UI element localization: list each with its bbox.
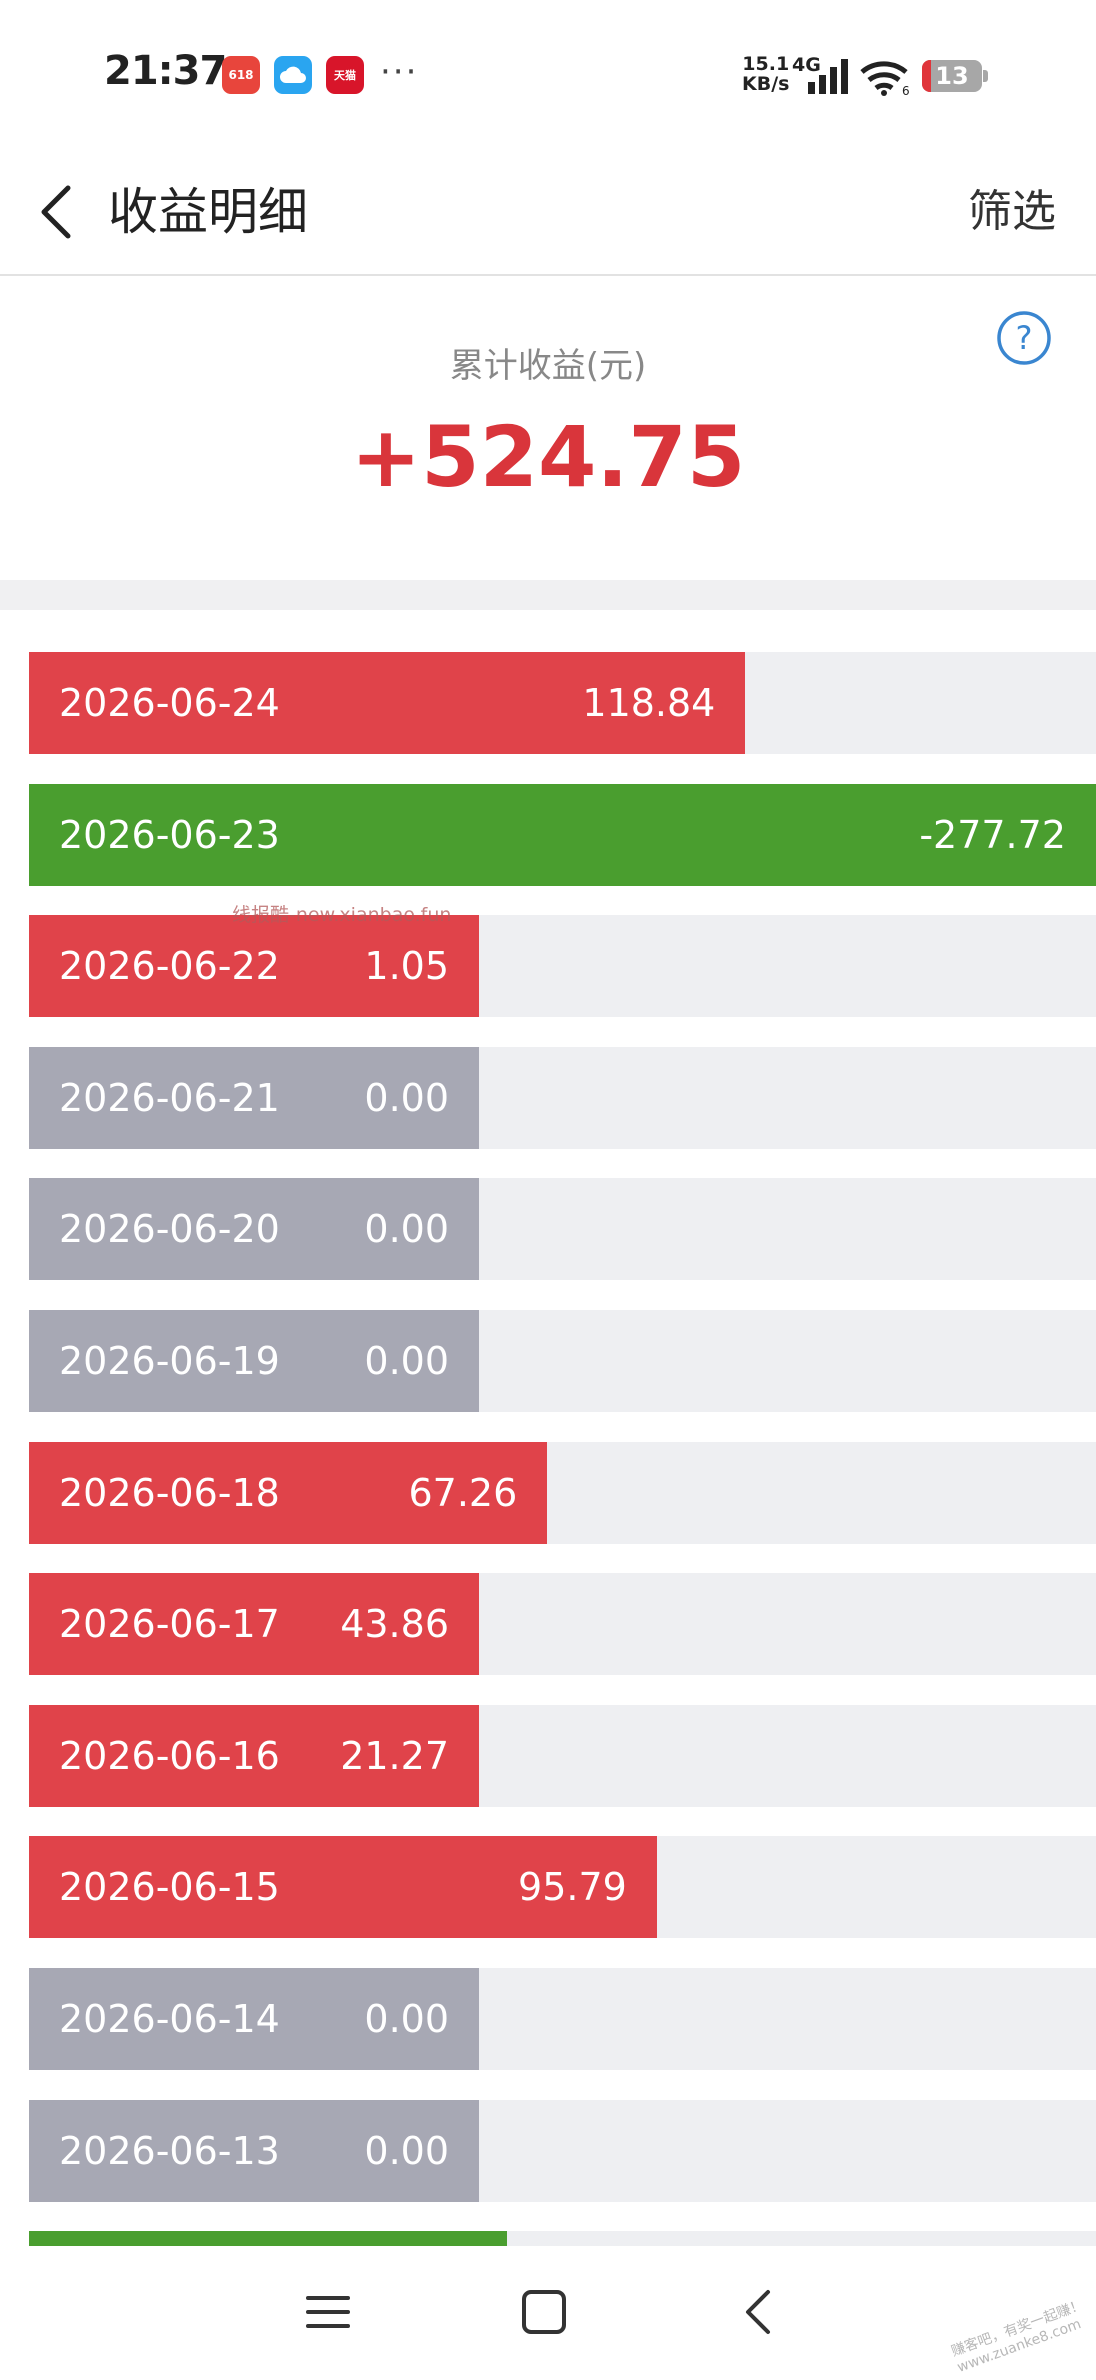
earnings-row[interactable]: 2026-06-23 -277.72	[29, 783, 1096, 886]
row-value: 21.27	[340, 1733, 449, 1778]
status-time: 21:37	[104, 48, 227, 94]
earnings-bar	[29, 1046, 479, 1149]
earnings-bar	[29, 783, 1096, 886]
network-speed: 15.1 KB/s	[742, 54, 789, 94]
section-divider	[0, 580, 1096, 610]
row-date: 2026-06-16	[59, 1733, 280, 1778]
row-date: 2026-06-18	[59, 1470, 280, 1515]
earnings-bar	[29, 1573, 479, 1676]
earnings-row[interactable]: 2026-06-19 0.00	[29, 1310, 1096, 1412]
row-value: 0.00	[364, 2128, 449, 2173]
earnings-row[interactable]: 2026-06-20 0.00	[29, 1178, 1096, 1281]
earnings-row[interactable]: 2026-06-14 0.00	[29, 1968, 1096, 2070]
battery-tip	[983, 70, 988, 82]
cloud-app-icon	[274, 56, 312, 94]
row-date: 2026-06-13	[59, 2128, 280, 2173]
row-value: 67.26	[408, 1470, 518, 1515]
row-date: 2026-06-22	[59, 944, 280, 989]
earnings-row[interactable]: 2026-06-15 95.79	[29, 1836, 1096, 1939]
earnings-bar	[29, 1968, 479, 2070]
row-date: 2026-06-19	[59, 1339, 280, 1383]
page-title: 收益明细	[108, 183, 308, 241]
chevron-left-icon	[41, 185, 71, 239]
more-notifications-icon: ···	[380, 52, 419, 92]
earnings-row[interactable]: 2026-06-22 1.05	[29, 915, 1096, 1018]
svg-text:?: ?	[1016, 319, 1033, 357]
svg-text:6: 6	[902, 84, 910, 96]
earnings-bar	[29, 652, 746, 754]
618-shopping-app-icon: 618	[222, 56, 260, 94]
earnings-row[interactable]: 2026-06-24 118.84	[29, 652, 1096, 754]
row-value: 118.84	[582, 681, 716, 725]
app-header: 收益明细 筛选	[0, 150, 1096, 276]
cumulative-earnings-label: 累计收益(元)	[449, 346, 647, 386]
row-value: 0.00	[364, 1339, 449, 1383]
tmall-app-icon: 天猫	[326, 56, 364, 94]
back-nav-button[interactable]	[730, 2282, 790, 2342]
earnings-bar	[29, 2099, 479, 2202]
status-bar: 21:37 618 天猫 ··· 15.1 KB/s 4G 6 13	[0, 0, 1096, 150]
watermark-text: 线报酷-new.xianbao.fun	[232, 904, 452, 926]
earnings-summary: ? 累计收益(元) +524.75	[0, 276, 1096, 580]
row-date: 2026-06-24	[59, 681, 280, 725]
row-value: 95.79	[518, 1865, 627, 1910]
row-value: 1.05	[364, 944, 449, 989]
wifi-icon: 6	[860, 61, 910, 96]
earnings-row[interactable]: 2026-06-17 43.86	[29, 1573, 1096, 1676]
system-nav-bar	[0, 2246, 1096, 2380]
net-speed-unit: KB/s	[742, 73, 790, 95]
earnings-row[interactable]: 2026-06-13 0.00	[29, 2099, 1096, 2202]
net-speed-value: 15.1	[742, 53, 790, 75]
earnings-bar	[29, 1441, 548, 1544]
signal-icon	[808, 59, 848, 94]
row-value: -277.72	[919, 812, 1066, 857]
earnings-row[interactable]: 2026-06-16 21.27	[29, 1704, 1096, 1807]
menu-nav-button[interactable]	[298, 2282, 358, 2342]
row-date: 2026-06-17	[59, 1602, 280, 1647]
earnings-row[interactable]: 2026-06-21 0.00	[29, 1046, 1096, 1149]
back-icon	[746, 2290, 770, 2334]
earnings-row[interactable]	[29, 2231, 1096, 2246]
row-value: 0.00	[364, 1997, 449, 2041]
help-button[interactable]: ?	[996, 310, 1052, 366]
earnings-bar	[29, 2231, 507, 2246]
network-type: 4G	[792, 54, 821, 76]
row-date: 2026-06-15	[59, 1865, 280, 1910]
back-button[interactable]	[28, 174, 88, 250]
row-value: 0.00	[364, 1207, 449, 1252]
earnings-bar	[29, 1310, 479, 1412]
home-icon	[522, 2290, 566, 2334]
row-date: 2026-06-21	[59, 1075, 280, 1120]
earnings-bar	[29, 1704, 479, 1807]
battery-indicator: 13	[922, 60, 982, 92]
earnings-bar	[29, 915, 479, 1018]
menu-icon	[306, 2296, 350, 2328]
cumulative-earnings-value: +524.75	[350, 408, 746, 506]
row-date: 2026-06-14	[59, 1997, 280, 2041]
battery-level: 13	[935, 62, 969, 90]
row-date: 2026-06-23	[59, 812, 280, 857]
earnings-bar	[29, 1836, 657, 1939]
row-date: 2026-06-20	[59, 1207, 280, 1252]
question-icon: ?	[997, 311, 1051, 365]
earnings-bar	[29, 1178, 479, 1281]
row-value: 43.86	[340, 1602, 449, 1647]
earnings-row[interactable]: 2026-06-18 67.26	[29, 1441, 1096, 1544]
home-nav-button[interactable]	[514, 2282, 574, 2342]
row-value: 0.00	[364, 1075, 449, 1120]
earnings-list[interactable]: 2026-06-24 118.84 2026-06-23 -277.72 2026-06…	[0, 610, 1096, 2246]
filter-button[interactable]: 筛选	[968, 186, 1056, 237]
